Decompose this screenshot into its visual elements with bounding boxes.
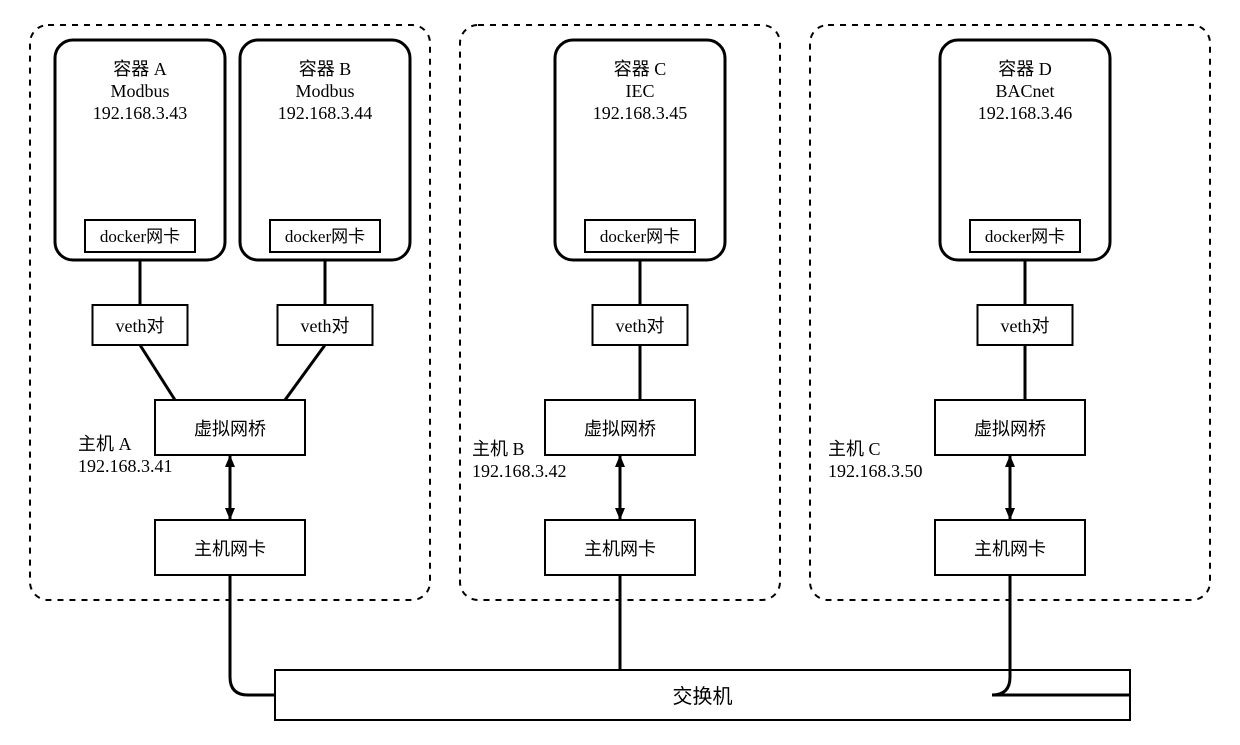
svg-text:容器 D: 容器 D <box>998 59 1052 79</box>
svg-text:交换机: 交换机 <box>673 685 733 708</box>
network-diagram: 主机 A192.168.3.41主机 B192.168.3.42主机 C192.… <box>0 0 1240 745</box>
svg-text:Modbus: Modbus <box>110 81 169 101</box>
svg-text:veth对: veth对 <box>301 316 350 336</box>
svg-text:容器 A: 容器 A <box>113 59 167 79</box>
svg-text:veth对: veth对 <box>616 316 665 336</box>
svg-text:192.168.3.41: 192.168.3.41 <box>78 456 173 476</box>
svg-text:192.168.3.43: 192.168.3.43 <box>93 103 188 123</box>
svg-text:主机 A: 主机 A <box>78 434 132 454</box>
svg-text:容器 B: 容器 B <box>299 59 352 79</box>
svg-text:veth对: veth对 <box>116 316 165 336</box>
svg-text:虚拟网桥: 虚拟网桥 <box>194 419 266 439</box>
svg-text:主机 C: 主机 C <box>828 439 881 459</box>
svg-text:192.168.3.44: 192.168.3.44 <box>278 103 373 123</box>
svg-text:主机 B: 主机 B <box>472 439 525 459</box>
svg-text:veth对: veth对 <box>1001 316 1050 336</box>
svg-text:容器 C: 容器 C <box>614 59 667 79</box>
svg-text:虚拟网桥: 虚拟网桥 <box>974 419 1046 439</box>
svg-text:192.168.3.45: 192.168.3.45 <box>593 103 688 123</box>
svg-text:主机网卡: 主机网卡 <box>194 539 266 559</box>
svg-text:IEC: IEC <box>626 81 655 101</box>
svg-text:主机网卡: 主机网卡 <box>584 539 656 559</box>
svg-text:主机网卡: 主机网卡 <box>974 539 1046 559</box>
svg-text:192.168.3.46: 192.168.3.46 <box>978 103 1073 123</box>
svg-text:192.168.3.50: 192.168.3.50 <box>828 461 923 481</box>
svg-text:Modbus: Modbus <box>295 81 354 101</box>
svg-text:虚拟网桥: 虚拟网桥 <box>584 419 656 439</box>
svg-text:docker网卡: docker网卡 <box>600 227 680 246</box>
svg-text:docker网卡: docker网卡 <box>985 227 1065 246</box>
svg-text:192.168.3.42: 192.168.3.42 <box>472 461 567 481</box>
svg-text:docker网卡: docker网卡 <box>285 227 365 246</box>
svg-text:BACnet: BACnet <box>995 81 1054 101</box>
svg-text:docker网卡: docker网卡 <box>100 227 180 246</box>
